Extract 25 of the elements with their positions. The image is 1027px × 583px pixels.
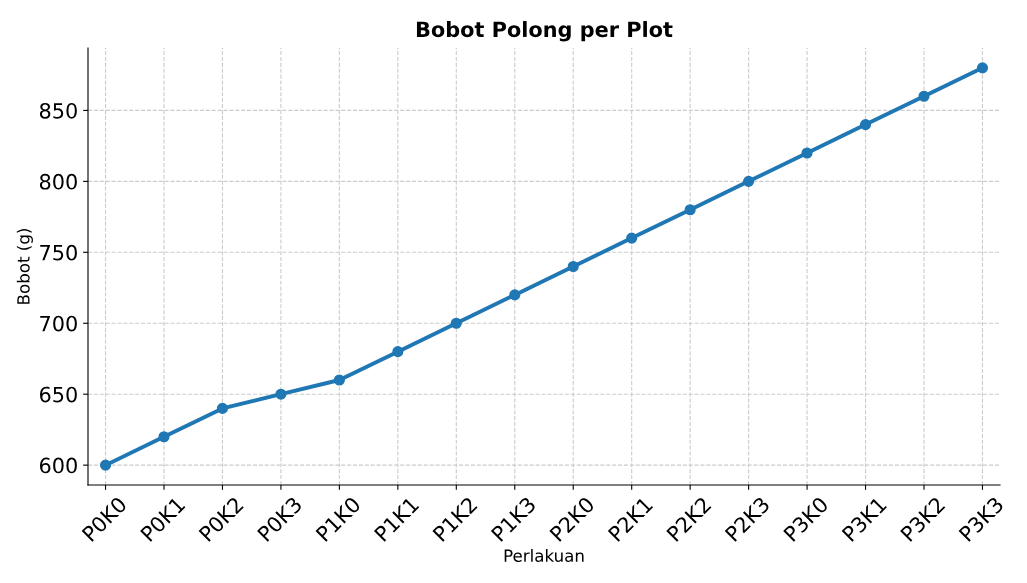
point xyxy=(275,388,287,400)
point xyxy=(859,119,872,131)
y-tick-label: 850 xyxy=(39,102,77,119)
point xyxy=(333,374,345,386)
y-axis-title: Bobot (g) xyxy=(16,229,33,304)
x-axis-title: Perlakuan xyxy=(504,549,584,562)
y-tick-label: 600 xyxy=(39,457,77,474)
point xyxy=(509,289,521,301)
point xyxy=(801,147,813,159)
chart-title: Bobot Polong per Plot xyxy=(416,21,673,42)
point xyxy=(392,346,404,358)
point xyxy=(743,175,755,187)
point xyxy=(684,204,696,216)
point xyxy=(99,459,112,471)
point xyxy=(626,232,638,244)
y-tick-label: 800 xyxy=(39,173,77,190)
point xyxy=(976,62,989,74)
y-tick-label: 650 xyxy=(39,386,77,403)
point xyxy=(450,317,462,329)
point xyxy=(918,90,930,102)
point xyxy=(158,431,170,443)
point xyxy=(216,402,229,414)
point xyxy=(567,260,579,273)
y-tick-label: 700 xyxy=(40,315,77,332)
y-tick-label: 750 xyxy=(40,244,77,261)
